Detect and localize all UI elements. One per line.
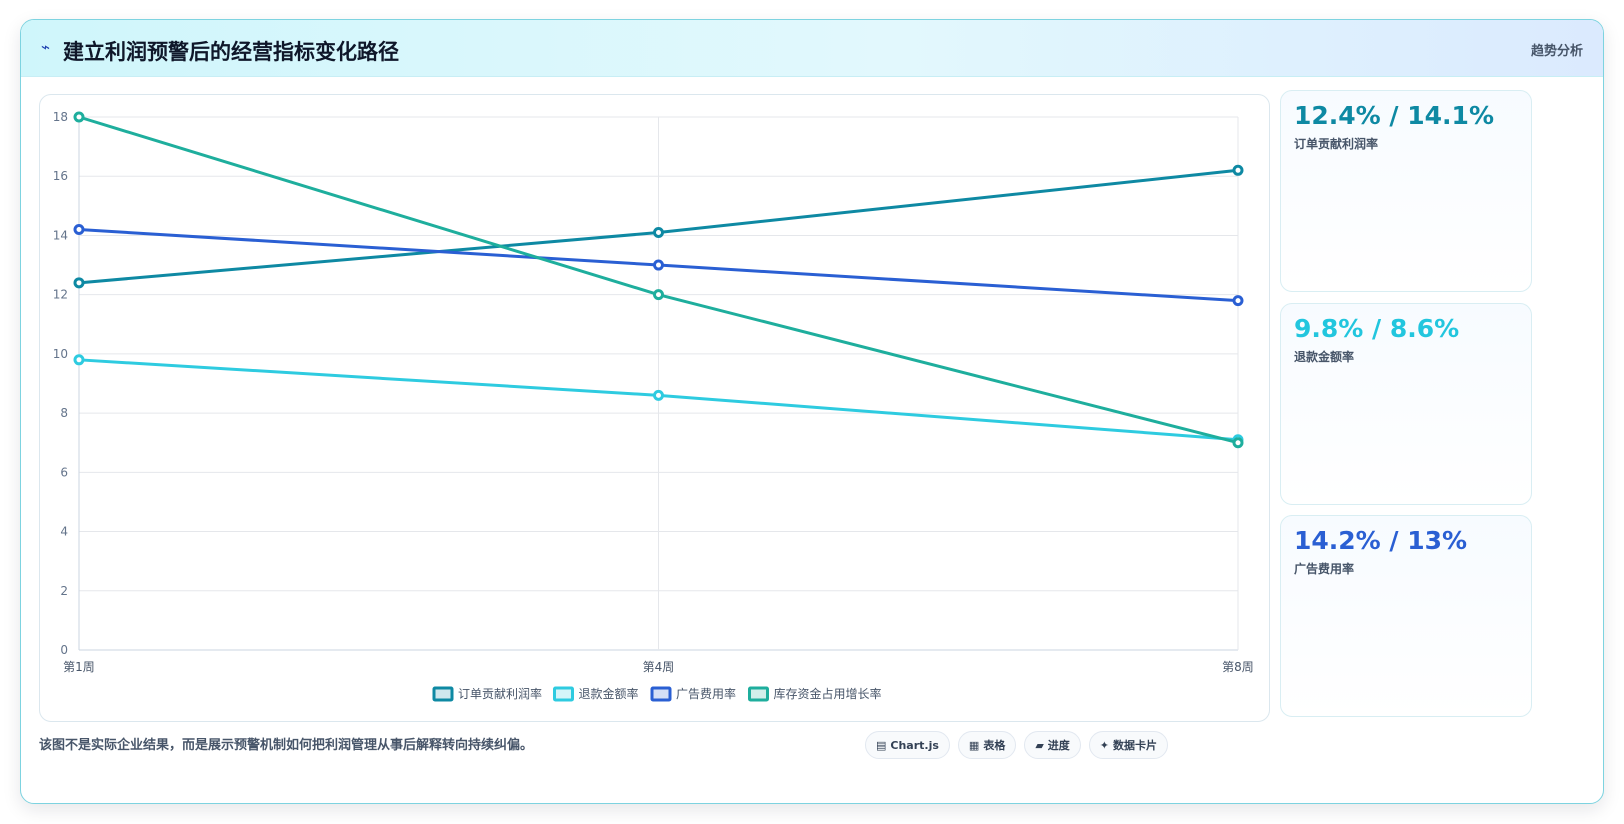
chart-card: ⌁ 建立利润预警后的经营指标变化路径 趋势分析 0 2 4 6 8 10 12 14 16 18 第… [20, 19, 1604, 804]
pill-label: 表格 [983, 739, 1006, 752]
table-icon: ▦ [968, 738, 980, 752]
footnote: 该图不是实际企业结果，而是展示预警机制如何把利润管理从事后解释转向持续纠偏。 [39, 738, 534, 753]
pill-label: 数据卡片 [1113, 739, 1158, 752]
pill-chartjs[interactable]: ▤ Chart.js [865, 731, 950, 759]
legend-label: 退款金额率 [579, 686, 639, 701]
card-header: ⌁ 建立利润预警后的经营指标变化路径 趋势分析 [21, 20, 1603, 77]
legend-swatch [748, 686, 769, 702]
trend-analysis-tag[interactable]: 趋势分析 [1530, 44, 1583, 59]
data-point [73, 277, 85, 289]
stat-label: 退款金额率 [1294, 350, 1355, 364]
legend-swatch [432, 686, 454, 702]
y-tick-label: 16 [53, 169, 68, 183]
legend-label: 广告费用率 [676, 686, 736, 701]
y-tick-label: 12 [53, 288, 68, 302]
stat-label: 广告费用率 [1294, 562, 1355, 576]
data-point [653, 389, 664, 401]
stat-card-refund-rate: 9.8% / 8.6% 退款金额率 [1280, 303, 1532, 505]
data-point [653, 259, 664, 271]
data-point [653, 226, 664, 238]
stat-value: 9.8% / 8.6% [1294, 314, 1460, 343]
data-point [1232, 295, 1244, 307]
y-tick-label: 4 [60, 525, 68, 539]
stat-label: 订单贡献利润率 [1294, 137, 1379, 151]
legend-label: 库存资金占用增长率 [774, 686, 882, 701]
pill-data-cards[interactable]: ✦ 数据卡片 [1088, 731, 1169, 759]
legend-label: 订单贡献利润率 [458, 686, 542, 701]
stat-card-ad-cost-rate: 14.2% / 13% 广告费用率 [1280, 515, 1532, 717]
legend-swatch [650, 686, 672, 702]
stat-card-contribution-margin: 12.4% / 14.1% 订单贡献利润率 [1280, 90, 1532, 292]
x-tick-label: 第8周 [1222, 660, 1254, 674]
data-point [1232, 437, 1244, 449]
y-tick-label: 10 [53, 347, 68, 361]
stat-value: 12.4% / 14.1% [1294, 101, 1494, 130]
y-tick-label: 14 [53, 228, 68, 242]
line-chart-panel: 0 2 4 6 8 10 12 14 16 18 第1周 第4周 第8周订单贡献利润率 退款金额率 广告费用… [39, 94, 1270, 722]
legend-swatch [553, 686, 574, 702]
x-tick-label: 第1周 [63, 660, 95, 674]
data-point [1232, 164, 1244, 176]
card-title: 建立利润预警后的经营指标变化路径 [63, 40, 399, 64]
y-tick-label: 0 [60, 643, 68, 657]
pill-label: 进度 [1047, 739, 1070, 752]
x-tick-label: 第4周 [643, 660, 675, 674]
data-point [653, 289, 664, 301]
chart-icon: ▤ [876, 738, 887, 752]
pill-label: Chart.js [890, 738, 939, 752]
y-tick-label: 8 [60, 406, 68, 420]
stat-value: 14.2% / 13% [1294, 526, 1468, 555]
trend-icon: ⌁ [41, 38, 51, 56]
y-tick-label: 18 [53, 110, 68, 124]
sparkle-icon: ✦ [1099, 738, 1110, 752]
data-point [73, 354, 85, 366]
progress-icon: ▰ [1035, 738, 1044, 752]
y-tick-label: 2 [60, 584, 68, 598]
pill-progress[interactable]: ▰ 进度 [1024, 731, 1081, 759]
pill-table[interactable]: ▦ 表格 [957, 731, 1017, 759]
y-tick-label: 6 [60, 465, 68, 479]
data-point [73, 224, 85, 236]
view-switcher: ▤ Chart.js ▦ 表格 ▰ 进度 ✦ 数据卡片 [865, 731, 1169, 759]
data-point [73, 111, 85, 123]
